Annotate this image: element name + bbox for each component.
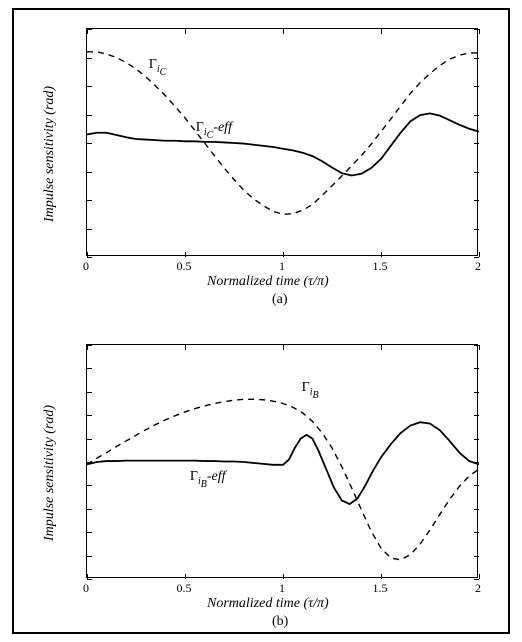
series-label-Gamma_iB_eff: ΓiB-eff <box>190 469 226 490</box>
xtick <box>479 29 480 34</box>
xlabel-a: Normalized time (τ/π) <box>207 274 329 290</box>
xtick-label: 0.5 <box>172 581 196 596</box>
caption-b: (b) <box>272 614 288 630</box>
plot-area-b <box>86 344 478 578</box>
caption-a: (a) <box>272 292 288 308</box>
ylabel-b: Impulse sensitivity (rad) <box>42 405 58 541</box>
ylabel-a: Impulse sensitivity (rad) <box>42 86 58 222</box>
xtick-label: 1.5 <box>368 581 392 596</box>
series-label-Gamma_iC: ΓiC <box>149 57 167 78</box>
ytick <box>87 257 92 258</box>
xtick <box>479 345 480 350</box>
xtick <box>479 252 480 257</box>
ytick <box>87 579 92 580</box>
xtick-label: 0 <box>74 581 98 596</box>
xtick-label: 1.5 <box>368 259 392 274</box>
ytick <box>474 579 479 580</box>
xtick-label: 0 <box>74 259 98 274</box>
series-Gamma_iC <box>87 52 479 214</box>
xtick <box>479 574 480 579</box>
xtick-label: 2 <box>466 581 490 596</box>
xtick-label: 1 <box>270 259 294 274</box>
ytick <box>474 257 479 258</box>
xlabel-b: Normalized time (τ/π) <box>207 596 329 612</box>
curves-b <box>87 345 479 579</box>
xtick-label: 1 <box>270 581 294 596</box>
page-root: { "figure": { "width": 522, "height": 64… <box>0 0 522 642</box>
series-label-Gamma_iC_eff: ΓiC-eff <box>196 120 232 141</box>
plot-area-a <box>86 28 478 256</box>
curves-a <box>87 29 479 257</box>
series-Gamma_iC_eff <box>87 113 479 175</box>
series-Gamma_iB_eff <box>87 422 479 504</box>
xtick-label: 2 <box>466 259 490 274</box>
series-Gamma_iB <box>87 399 479 560</box>
xtick-label: 0.5 <box>172 259 196 274</box>
series-label-Gamma_iB: ΓiB <box>302 380 319 401</box>
